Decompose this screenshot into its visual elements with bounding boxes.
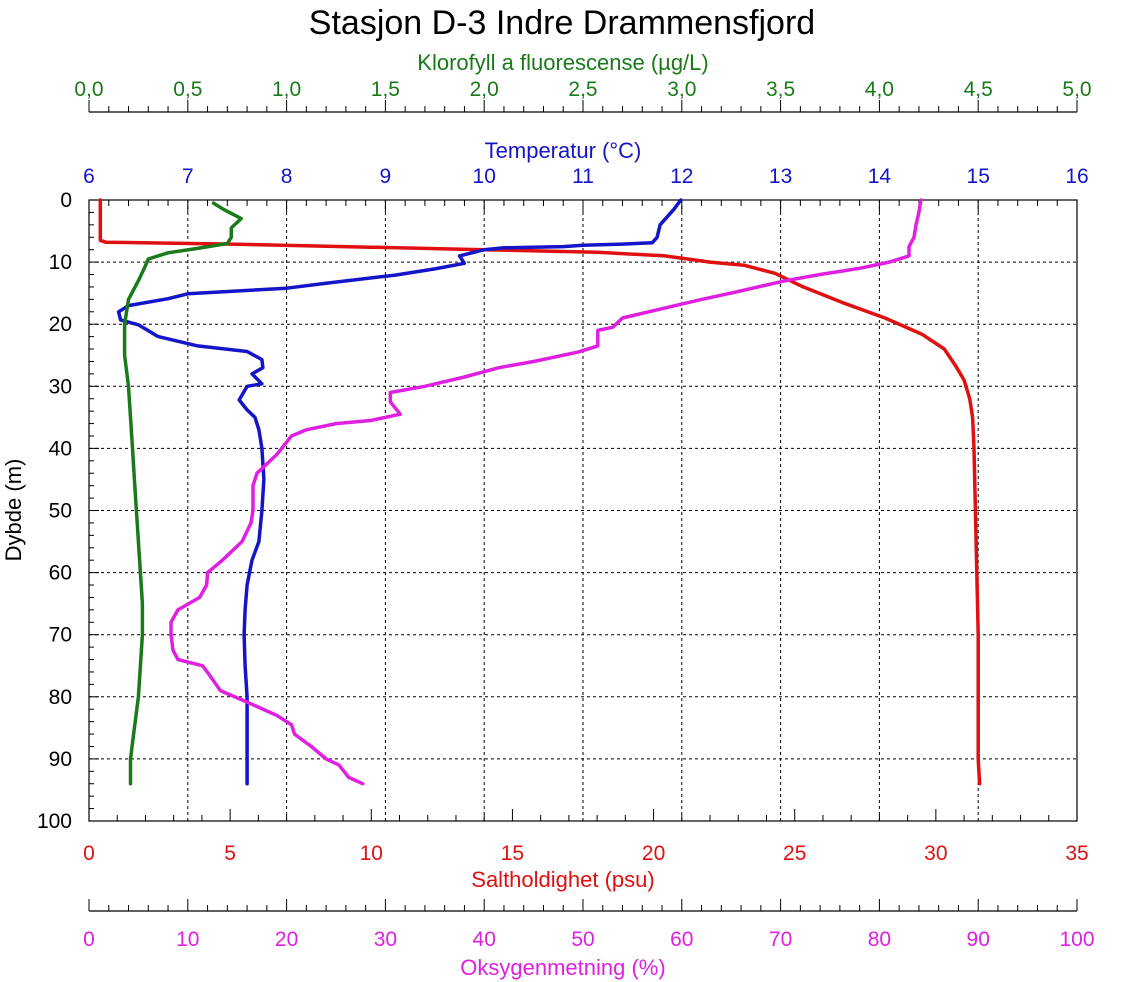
x-tick-label-chlorophyll: 2,5: [568, 78, 597, 101]
x-tick-label-oxygen: 100: [1059, 928, 1094, 951]
x-tick-label-chlorophyll: 4,0: [865, 78, 894, 101]
y-tick-label: 100: [37, 810, 72, 833]
x-axis-oxygen: 0 10 20 30 40 50 60 70 80 90 100 Oksygenmetning (%): [83, 899, 1095, 980]
series-line-chlorophyll: [122, 201, 243, 786]
x-tick-label-temperature: 15: [967, 165, 990, 188]
x-tick-label-chlorophyll: 5,0: [1062, 78, 1091, 101]
x-tick-label-chlorophyll: 0,0: [74, 78, 103, 101]
x-tick-label-salinity: 25: [783, 842, 806, 865]
x-tick-label-salinity: 0: [83, 842, 95, 865]
y-tick-label: 40: [49, 437, 72, 460]
series-line-oxygen: [169, 198, 923, 786]
y-tick-label: 60: [49, 562, 72, 585]
x-tick-label-oxygen: 10: [176, 928, 199, 951]
x-tick-label-chlorophyll: 3,0: [667, 78, 696, 101]
series-line-salinity: [98, 198, 982, 786]
x-axis-chlorophyll: 0,0 0,5 1,0 1,5 2,0 2,5 3,0 3,5 4,0 4,5 5,0 Klorofy…: [74, 50, 1092, 113]
x-tick-label-temperature: 6: [83, 165, 95, 188]
x-tick-label-temperature: 8: [281, 165, 293, 188]
x-axis-title-temperature: Temperatur (°C): [485, 138, 642, 163]
chart-title: Stasjon D-3 Indre Drammensfjord: [309, 4, 815, 42]
x-tick-label-chlorophyll: 1,0: [272, 78, 301, 101]
x-tick-label-chlorophyll: 1,5: [371, 78, 400, 101]
x-tick-label-oxygen: 0: [83, 928, 95, 951]
x-tick-label-oxygen: 40: [473, 928, 496, 951]
x-tick-label-salinity: 15: [501, 842, 524, 865]
x-tick-label-oxygen: 60: [670, 928, 693, 951]
x-tick-label-temperature: 11: [572, 165, 594, 188]
x-tick-label-oxygen: 80: [868, 928, 891, 951]
x-tick-label-chlorophyll: 4,5: [964, 78, 993, 101]
y-tick-label: 70: [49, 624, 72, 647]
x-tick-label-temperature: 13: [769, 165, 792, 188]
x-tick-label-oxygen: 20: [275, 928, 298, 951]
x-tick-label-oxygen: 50: [571, 928, 594, 951]
y-axis-label: Dybde (m): [1, 459, 26, 562]
y-tick-label: 20: [49, 313, 72, 336]
x-tick-label-temperature: 12: [670, 165, 693, 188]
x-tick-label-temperature: 14: [868, 165, 892, 188]
y-tick-label: 10: [49, 251, 72, 274]
x-axis-temperature: 6 7 8 9 10 11 12 13 14 15 16 Temperatur (°C): [83, 138, 1089, 212]
x-axis-title-chlorophyll: Klorofyll a fluorescense (µg/L): [417, 50, 708, 75]
x-tick-label-temperature: 9: [380, 165, 392, 188]
y-tick-label: 30: [49, 375, 72, 398]
x-tick-label-salinity: 20: [642, 842, 665, 865]
y-tick-label: 80: [49, 686, 72, 709]
x-tick-label-chlorophyll: 3,5: [766, 78, 795, 101]
x-tick-label-chlorophyll: 2,0: [470, 78, 499, 101]
x-axis-salinity: 0 5 10 15 20 25 30 35 Saltholdighet (psu): [83, 809, 1089, 892]
series-layer: [98, 198, 982, 786]
x-axis-title-salinity: Saltholdighet (psu): [471, 867, 654, 892]
y-tick-label: 50: [49, 500, 72, 523]
x-tick-label-temperature: 16: [1065, 165, 1088, 188]
x-tick-label-salinity: 30: [924, 842, 947, 865]
series-line-temperature: [116, 198, 683, 786]
x-tick-label-temperature: 7: [182, 165, 194, 188]
x-tick-label-temperature: 10: [473, 165, 496, 188]
grid: [89, 200, 1077, 821]
x-tick-label-salinity: 10: [360, 842, 383, 865]
x-tick-label-chlorophyll: 0,5: [173, 78, 202, 101]
x-tick-label-oxygen: 30: [374, 928, 397, 951]
x-tick-label-salinity: 5: [224, 842, 236, 865]
x-axis-title-oxygen: Oksygenmetning (%): [460, 955, 665, 980]
y-tick-label: 0: [60, 189, 72, 212]
x-tick-label-salinity: 35: [1065, 842, 1088, 865]
x-tick-label-oxygen: 90: [967, 928, 990, 951]
x-tick-label-oxygen: 70: [769, 928, 792, 951]
y-tick-label: 90: [49, 748, 72, 771]
